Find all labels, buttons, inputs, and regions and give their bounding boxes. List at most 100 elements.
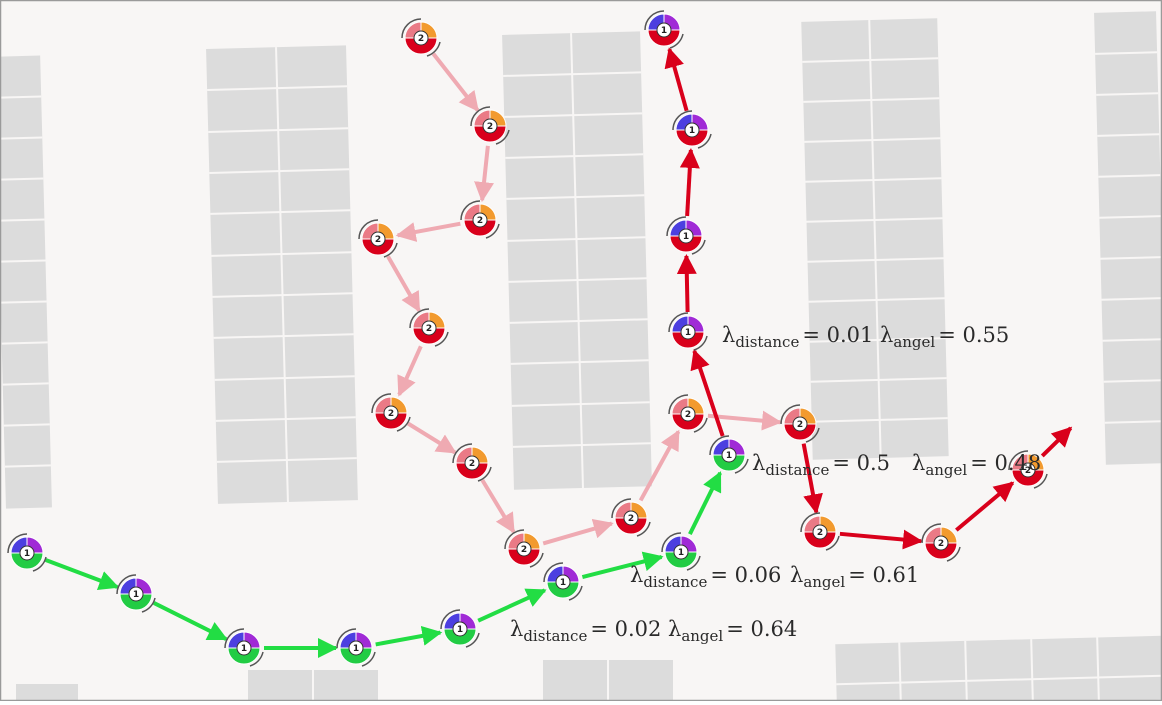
annotation-right: λdistance = 0.06 λangel = 0.61 [630, 563, 919, 591]
red-edge [801, 443, 823, 515]
node-number-label: 1 [133, 590, 139, 600]
distance-value: 0.02 [615, 617, 662, 641]
green-edge [152, 601, 228, 641]
annotation-bottom: λdistance = 0.02 λangel = 0.64 [510, 617, 797, 645]
lambda-symbol: λ [630, 563, 643, 587]
parking-block-4 [801, 18, 949, 460]
node-number-label: 1 [689, 126, 695, 136]
green-node: 1 [116, 574, 156, 613]
pink-node: 2 [358, 219, 398, 258]
node-number-label: 1 [685, 328, 691, 338]
red-edge [839, 529, 924, 550]
lambda-symbol: λ [510, 617, 523, 641]
distance-subscript: distance [643, 573, 707, 591]
green-node: 1 [224, 628, 264, 667]
pink-node: 2 [504, 529, 544, 568]
red-edge [690, 349, 725, 437]
pink-edge [431, 52, 480, 112]
node-number-label: 2 [418, 34, 424, 44]
pink-edge [638, 429, 681, 502]
node-number-label: 1 [678, 548, 684, 558]
node-number-label: 2 [469, 459, 475, 469]
green-node: 1 [709, 435, 749, 474]
svg-text:λangel= 0.64: λangel = 0.64 [668, 617, 797, 645]
lambda-symbol: λ [722, 323, 735, 347]
red-node: 2 [921, 523, 961, 562]
node-number-label: 2 [521, 545, 527, 555]
node-number-label: 2 [628, 514, 634, 524]
parking-block-5 [1094, 11, 1162, 465]
pink-node: 2 [611, 498, 651, 537]
pink-node: 2 [371, 393, 411, 432]
pink-node: 2 [452, 443, 492, 482]
pink-edge [397, 345, 423, 397]
node-number-label: 1 [353, 644, 359, 654]
pink-edge [480, 479, 516, 534]
green-node: 1 [543, 562, 583, 601]
pink-node: 2 [460, 200, 500, 239]
pink-edge [474, 145, 494, 203]
distance-value: 0.06 [735, 563, 782, 587]
node-number-label: 1 [683, 232, 689, 242]
lambda-symbol: λ [668, 617, 681, 641]
node-number-label: 1 [24, 549, 30, 559]
svg-text:λangel= 0.48: λangel = 0.48 [912, 451, 1041, 479]
pink-node: 2 [470, 106, 510, 145]
equals-sign: = [726, 617, 750, 641]
node-number-label: 2 [426, 324, 432, 334]
red-edge [676, 253, 697, 313]
angel-subscript: angel [681, 627, 723, 645]
pink-edge [406, 421, 457, 455]
lambda-symbol: λ [912, 451, 925, 475]
red-edge [664, 47, 689, 112]
node-number-label: 1 [560, 578, 566, 588]
angel-subscript: angel [803, 573, 845, 591]
svg-text:λdistance= 0.01: λdistance = 0.01 [722, 323, 873, 351]
red-node: 1 [666, 216, 706, 255]
distance-value: 0.5 [857, 451, 890, 475]
angel-subscript: angel [893, 333, 935, 351]
equals-sign: = [802, 323, 826, 347]
green-node: 1 [661, 532, 701, 571]
distance-subscript: distance [765, 461, 829, 479]
red-edge [679, 147, 700, 217]
red-node: 2 [800, 512, 840, 551]
equals-sign: = [710, 563, 734, 587]
node-number-label: 1 [457, 625, 463, 635]
pink-edge [542, 518, 614, 546]
angel-subscript: angel [925, 461, 967, 479]
node-number-label: 2 [388, 409, 394, 419]
pink-node: 2 [409, 308, 449, 347]
distance-subscript: distance [735, 333, 799, 351]
red-node: 1 [644, 10, 684, 49]
green-edge [581, 551, 664, 580]
node-number-label: 2 [685, 410, 691, 420]
red-edge [955, 481, 1015, 532]
svg-text:λangel= 0.55: λangel = 0.55 [880, 323, 1009, 351]
angel-value: 0.61 [872, 563, 919, 587]
annotation-top: λdistance = 0.01 λangel = 0.55 [722, 323, 1009, 351]
equals-sign: = [832, 451, 856, 475]
red-node: 2 [1008, 450, 1048, 489]
svg-text:λdistance= 0.5: λdistance = 0.5 [752, 451, 890, 479]
pink-edge [707, 410, 783, 431]
angel-value: 0.55 [962, 323, 1009, 347]
lambda-symbol: λ [790, 563, 803, 587]
pink-edge [386, 255, 421, 313]
parking-block-2 [206, 45, 358, 504]
green-node: 1 [440, 609, 480, 648]
pink-node: 2 [401, 18, 441, 57]
red-node: 1 [672, 110, 712, 149]
distance-subscript: distance [523, 627, 587, 645]
pink-edge [395, 221, 461, 242]
angel-value: 0.48 [994, 451, 1041, 475]
green-node: 1 [336, 628, 376, 667]
red-node: 1 [668, 312, 708, 351]
red-edge [1040, 426, 1073, 458]
node-number-label: 2 [817, 528, 823, 538]
green-edge [45, 558, 120, 590]
green-node: 1 [7, 533, 47, 572]
node-number-label: 1 [726, 451, 732, 461]
